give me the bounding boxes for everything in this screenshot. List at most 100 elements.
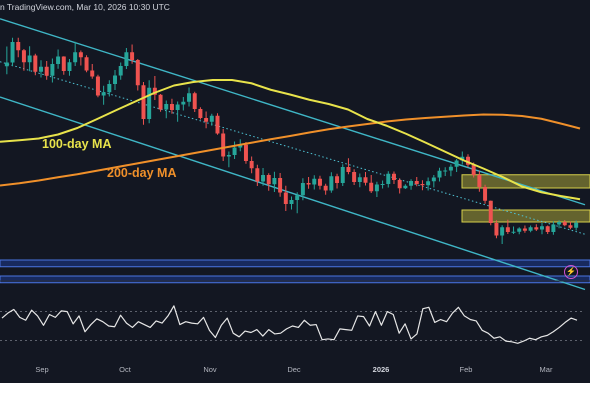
candle-body bbox=[243, 144, 248, 161]
candle-body bbox=[226, 155, 231, 157]
x-tick-label: Feb bbox=[459, 365, 473, 374]
candle-body bbox=[465, 156, 470, 165]
candle-body bbox=[278, 178, 283, 193]
candle-body bbox=[352, 172, 357, 182]
candle-body bbox=[363, 177, 368, 183]
candle-body bbox=[73, 52, 78, 63]
candle-body bbox=[44, 66, 49, 76]
candle-body bbox=[540, 226, 544, 230]
candle-body bbox=[357, 177, 362, 182]
candle-body bbox=[147, 87, 152, 119]
candle-body bbox=[67, 62, 72, 71]
candle-body bbox=[261, 175, 266, 182]
candle-body bbox=[283, 192, 288, 204]
candle-body bbox=[454, 160, 459, 167]
candle-body bbox=[187, 93, 192, 102]
candle-body bbox=[488, 200, 493, 223]
candle-body bbox=[33, 55, 38, 72]
candle-body bbox=[192, 93, 197, 109]
channel-mid-line bbox=[0, 61, 586, 235]
candle-body bbox=[141, 85, 146, 119]
candle-body bbox=[522, 228, 527, 231]
candle-body bbox=[152, 87, 157, 95]
ma100-line bbox=[0, 79, 581, 201]
candle-body bbox=[158, 94, 163, 110]
x-tick-label: Dec bbox=[287, 365, 301, 374]
candle-body bbox=[471, 164, 476, 175]
candle-body bbox=[551, 224, 556, 232]
x-tick-label: Oct bbox=[119, 365, 131, 374]
candle-body bbox=[27, 55, 32, 63]
candle-body bbox=[574, 222, 579, 228]
candle-body bbox=[84, 57, 89, 71]
candle-body bbox=[204, 118, 209, 122]
candle-body bbox=[562, 222, 567, 226]
candle-body bbox=[107, 84, 112, 93]
candle-body bbox=[169, 104, 174, 110]
candle-body bbox=[198, 109, 203, 118]
candle-body bbox=[448, 166, 453, 171]
support-zone bbox=[0, 275, 590, 284]
candle-body bbox=[124, 52, 129, 66]
x-tick-label: Mar bbox=[539, 365, 553, 374]
candle-body bbox=[90, 70, 95, 77]
candle-body bbox=[477, 175, 482, 187]
candle-body bbox=[255, 168, 260, 182]
channel-lower-line bbox=[0, 96, 586, 291]
candle-body bbox=[289, 200, 294, 204]
candle-body bbox=[545, 226, 550, 232]
candle-body bbox=[266, 175, 271, 185]
candle-body bbox=[10, 42, 15, 63]
lightning-icon[interactable]: ⚡ bbox=[564, 265, 578, 279]
candle-body bbox=[557, 222, 562, 225]
candle-body bbox=[101, 92, 106, 96]
candle-body bbox=[346, 167, 351, 172]
candle-body bbox=[380, 184, 385, 185]
candle-body bbox=[403, 185, 408, 189]
candle-body bbox=[312, 178, 317, 185]
candle-body bbox=[386, 173, 391, 184]
chart-header: n TradingView.com, Mar 10, 2026 10:30 UT… bbox=[0, 2, 170, 12]
candle-body bbox=[215, 115, 220, 134]
candle-body bbox=[335, 176, 340, 183]
candle-body bbox=[528, 227, 533, 231]
candle-body bbox=[118, 66, 123, 76]
candle-body bbox=[426, 181, 431, 186]
candle-body bbox=[409, 181, 414, 186]
candle-body bbox=[329, 176, 334, 191]
candle-body bbox=[249, 161, 254, 169]
candle-body bbox=[164, 104, 169, 110]
candle-body bbox=[181, 101, 186, 105]
ma200-label: 200-day MA bbox=[107, 166, 177, 180]
candle-body bbox=[369, 182, 374, 192]
candle-body bbox=[21, 50, 26, 63]
candle-body bbox=[221, 133, 226, 157]
candle-body bbox=[272, 178, 277, 185]
candle-body bbox=[295, 195, 300, 200]
candle-body bbox=[78, 52, 83, 58]
candle-body bbox=[431, 177, 436, 182]
candle-body bbox=[175, 104, 180, 110]
candle-body bbox=[50, 64, 55, 76]
candle-body bbox=[505, 227, 510, 232]
candle-body bbox=[494, 223, 499, 236]
bottom-strip bbox=[0, 383, 590, 410]
candle-body bbox=[306, 183, 311, 185]
candle-body bbox=[16, 42, 21, 51]
candle-body bbox=[414, 181, 419, 184]
candle-body bbox=[511, 231, 516, 233]
candle-body bbox=[56, 56, 61, 64]
candle-body bbox=[483, 187, 488, 201]
channel-upper-line bbox=[0, 18, 586, 206]
candle-body bbox=[534, 227, 539, 230]
candle-body bbox=[340, 167, 345, 183]
candle-body bbox=[374, 184, 379, 192]
ma200-line bbox=[0, 113, 581, 187]
candle-body bbox=[113, 75, 118, 84]
candle-body bbox=[300, 183, 305, 196]
candle-body bbox=[500, 227, 505, 236]
candle-body bbox=[568, 225, 573, 228]
candle-body bbox=[130, 52, 135, 60]
candle-body bbox=[95, 76, 100, 96]
